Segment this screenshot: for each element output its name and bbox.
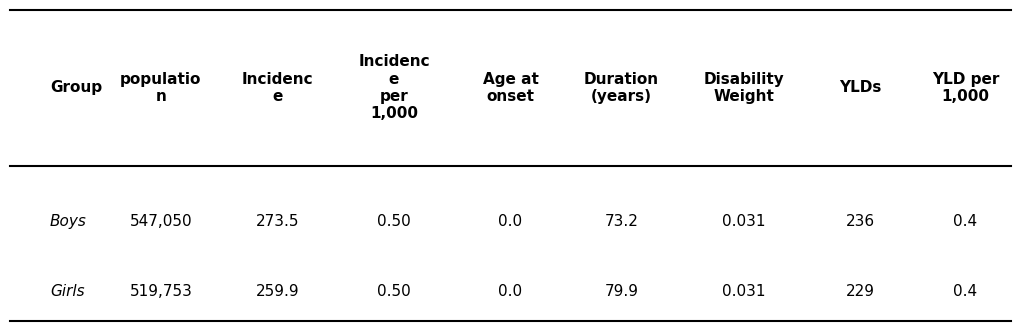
Text: Incidenc
e: Incidenc e (242, 71, 313, 104)
Text: 0.50: 0.50 (377, 214, 410, 229)
Text: 0.4: 0.4 (954, 214, 977, 229)
Text: 0.0: 0.0 (498, 214, 523, 229)
Text: 0.0: 0.0 (498, 284, 523, 299)
Text: Group: Group (50, 80, 102, 95)
Text: Age at
onset: Age at onset (483, 71, 538, 104)
Text: 79.9: 79.9 (604, 284, 638, 299)
Text: 273.5: 273.5 (255, 214, 299, 229)
Text: 519,753: 519,753 (130, 284, 192, 299)
Text: Incidenc
e
per
1,000: Incidenc e per 1,000 (358, 54, 430, 121)
Text: YLD per
1,000: YLD per 1,000 (932, 71, 1000, 104)
Text: Boys: Boys (50, 214, 87, 229)
Text: populatio
n: populatio n (120, 71, 201, 104)
Text: 259.9: 259.9 (255, 284, 299, 299)
Text: 73.2: 73.2 (604, 214, 638, 229)
Text: YLDs: YLDs (839, 80, 881, 95)
Text: 236: 236 (845, 214, 875, 229)
Text: Duration
(years): Duration (years) (584, 71, 659, 104)
Text: Girls: Girls (50, 284, 85, 299)
Text: Disability
Weight: Disability Weight (703, 71, 784, 104)
Text: 0.031: 0.031 (722, 284, 766, 299)
Text: 0.50: 0.50 (377, 284, 410, 299)
Text: 229: 229 (845, 284, 875, 299)
Text: 547,050: 547,050 (130, 214, 192, 229)
Text: 0.031: 0.031 (722, 214, 766, 229)
Text: 0.4: 0.4 (954, 284, 977, 299)
